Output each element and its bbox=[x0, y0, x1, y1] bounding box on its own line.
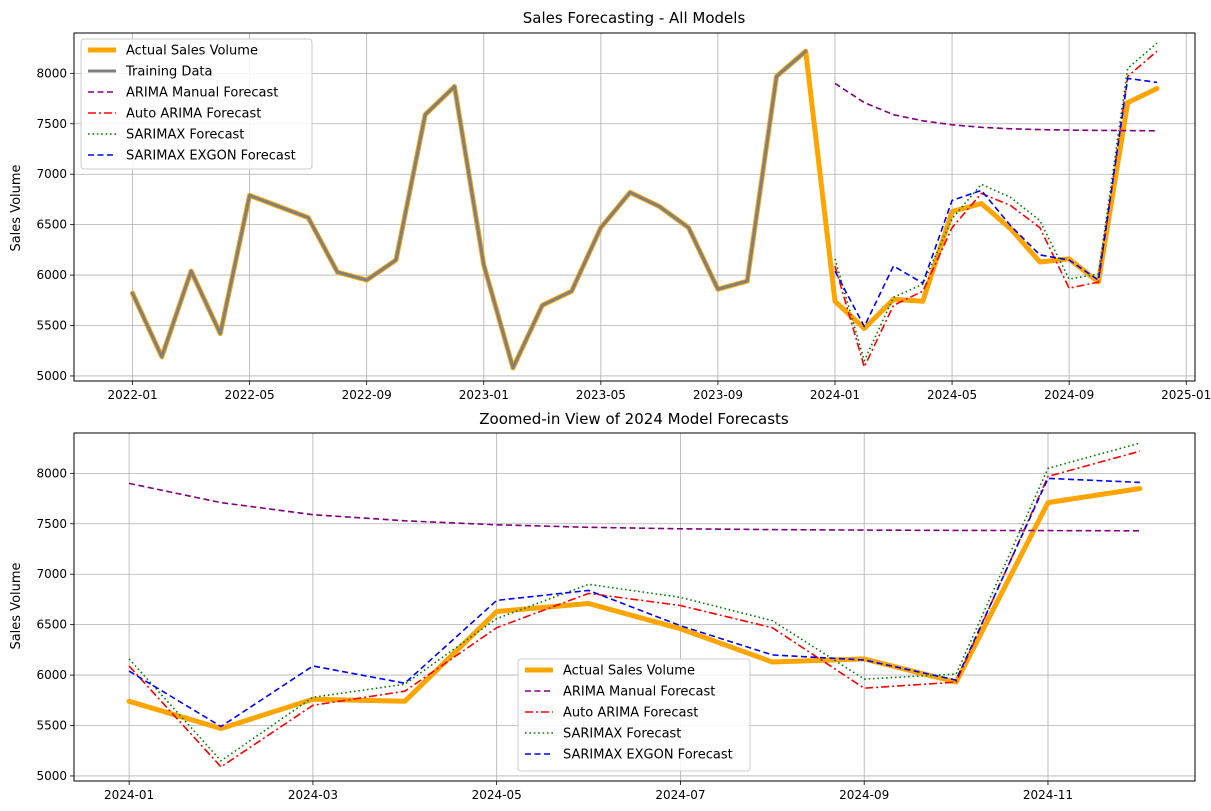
series-line-auto-arima-forecast bbox=[834, 50, 1158, 368]
y-tick-label: 6000 bbox=[36, 668, 67, 682]
legend-box bbox=[517, 658, 751, 772]
series-line-sarimax-exgon-forecast bbox=[834, 77, 1158, 328]
y-tick-label: 8000 bbox=[36, 66, 67, 80]
x-tick-label: 2023-01 bbox=[459, 388, 509, 402]
plot-frame bbox=[73, 32, 1196, 382]
series-line-arima-manual-forecast bbox=[834, 82, 1158, 132]
legend-label: Actual Sales Volume bbox=[126, 44, 258, 59]
series-line-arima-manual-forecast bbox=[128, 482, 1140, 532]
y-axis-label: Sales Volume bbox=[9, 562, 24, 649]
legend: Actual Sales Volume Training Data ARIMA Ma… bbox=[80, 38, 313, 170]
x-tick-label: 2025-01 bbox=[1161, 388, 1211, 402]
x-tick-label: 2023-09 bbox=[693, 388, 743, 402]
legend-box bbox=[80, 38, 313, 170]
chart-all-models: Sales Forecasting - All Models Sales Vol… bbox=[9, 9, 1211, 402]
legend-label: Auto ARIMA Forecast bbox=[126, 107, 261, 122]
legend-label: SARIMAX Forecast bbox=[563, 727, 681, 742]
y-tick-label: 5000 bbox=[36, 769, 67, 783]
x-tick-label: 2023-05 bbox=[576, 388, 626, 402]
x-tick-label: 2024-03 bbox=[288, 788, 338, 802]
x-tick-label: 2024-05 bbox=[472, 788, 522, 802]
axis-ticks: 2022-01 2022-05 2022-09 2023-01 2023-05 2023-… bbox=[36, 66, 1211, 402]
y-tick-label: 7500 bbox=[36, 117, 67, 131]
x-tick-label: 2024-07 bbox=[655, 788, 705, 802]
series-line-sarimax-forecast bbox=[128, 442, 1141, 762]
legend-label: SARIMAX EXGON Forecast bbox=[126, 149, 296, 164]
chart-zoomed-2024: Zoomed-in View of 2024 Model Forecasts S… bbox=[9, 410, 1196, 802]
legend-label: SARIMAX Forecast bbox=[126, 128, 244, 143]
axis-ticks: 2024-01 2024-03 2024-05 2024-07 2024-09 2024-… bbox=[36, 466, 1073, 802]
x-tick-label: 2024-05 bbox=[927, 388, 977, 402]
plot-frame bbox=[73, 432, 1196, 782]
legend-label: ARIMA Manual Forecast bbox=[126, 86, 278, 101]
x-tick-label: 2024-11 bbox=[1023, 788, 1073, 802]
y-tick-label: 6500 bbox=[36, 218, 67, 232]
legend: Actual Sales Volume ARIMA Manual Forecast… bbox=[517, 658, 751, 772]
y-axis-label: Sales Volume bbox=[9, 164, 24, 251]
y-tick-label: 7500 bbox=[36, 517, 67, 531]
y-tick-label: 8000 bbox=[36, 466, 67, 480]
series-layer bbox=[130, 42, 1160, 371]
y-tick-label: 6500 bbox=[36, 618, 67, 632]
series-layer bbox=[126, 442, 1143, 768]
legend-label: Actual Sales Volume bbox=[563, 664, 695, 679]
y-tick-label: 5500 bbox=[36, 319, 67, 333]
y-tick-label: 6000 bbox=[36, 268, 67, 282]
x-tick-label: 2024-09 bbox=[1044, 388, 1094, 402]
y-tick-label: 5500 bbox=[36, 719, 67, 733]
series-line-sarimax-exgon-forecast bbox=[128, 477, 1140, 728]
legend-label: SARIMAX EXGON Forecast bbox=[563, 748, 733, 763]
chart-title: Zoomed-in View of 2024 Model Forecasts bbox=[479, 410, 789, 428]
series-line-training-data bbox=[131, 49, 808, 370]
x-tick-label: 2024-01 bbox=[104, 788, 154, 802]
legend-label: Training Data bbox=[125, 65, 212, 80]
chart-title: Sales Forecasting - All Models bbox=[523, 9, 746, 27]
y-tick-label: 7000 bbox=[36, 167, 67, 181]
legend-label: Auto ARIMA Forecast bbox=[563, 706, 698, 721]
x-tick-label: 2022-01 bbox=[107, 388, 157, 402]
grid bbox=[74, 33, 1195, 381]
x-tick-label: 2024-01 bbox=[810, 388, 860, 402]
series-line-sarimax-forecast bbox=[834, 42, 1158, 362]
legend-label: ARIMA Manual Forecast bbox=[563, 685, 715, 700]
y-tick-label: 7000 bbox=[36, 567, 67, 581]
x-tick-label: 2024-09 bbox=[839, 788, 889, 802]
x-tick-label: 2022-05 bbox=[225, 388, 275, 402]
y-tick-label: 5000 bbox=[36, 369, 67, 383]
x-tick-label: 2022-09 bbox=[342, 388, 392, 402]
series-line-actual-sales-volume bbox=[126, 486, 1143, 731]
